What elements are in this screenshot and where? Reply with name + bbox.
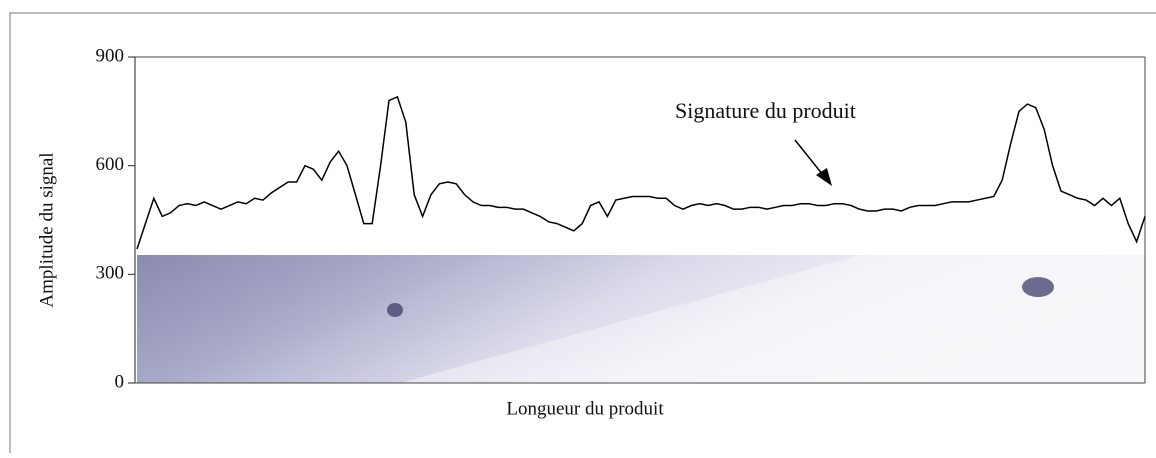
product-image-overlay [137,255,1145,383]
y-tick-label: 0 [115,371,125,392]
annotation: Signature du produit [675,98,856,123]
knot [1022,277,1054,297]
annotation-arrowhead [816,168,832,186]
chart: Amplitude du signal Longueur du produit … [0,0,1156,453]
y-tick-label: 600 [96,154,125,175]
y-tick-label: 900 [96,45,125,66]
y-tick-label: 300 [96,263,125,284]
signal-line [137,97,1145,249]
y-axis-label: Amplitude du signal [36,152,57,307]
frame [10,13,1156,453]
x-axis-label: Longueur du produit [506,398,664,419]
knot [387,303,403,317]
